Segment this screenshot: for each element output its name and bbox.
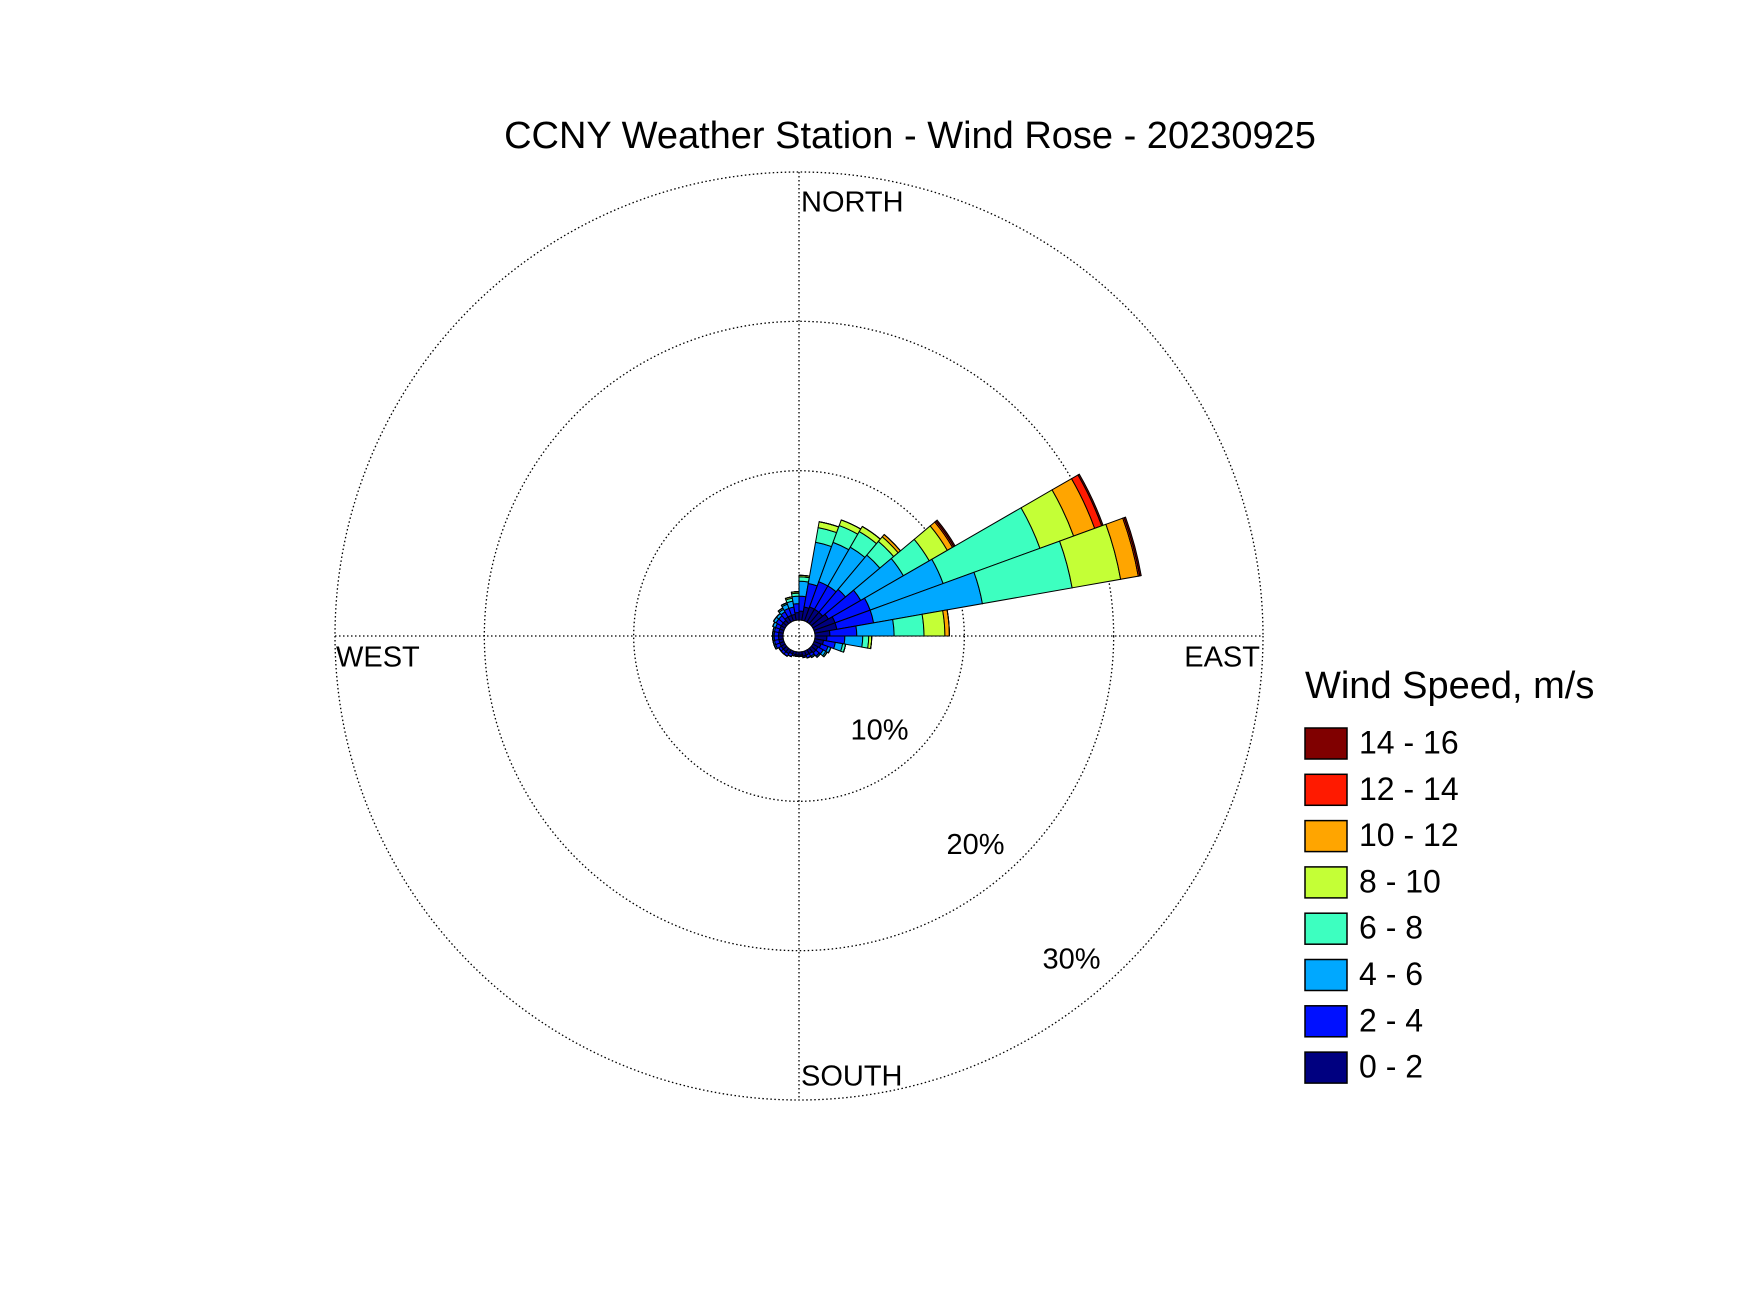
legend-item: 0 - 2	[1304, 1049, 1423, 1085]
legend-label: 6 - 8	[1359, 910, 1423, 946]
chart-title: CCNY Weather Station - Wind Rose - 20230…	[504, 115, 1316, 157]
wedge	[806, 655, 811, 659]
legend-item: 2 - 4	[1304, 1002, 1423, 1038]
legend-swatch	[1304, 958, 1348, 992]
direction-label: WEST	[336, 642, 420, 674]
legend-item: 4 - 6	[1304, 956, 1423, 992]
wedge	[843, 644, 847, 653]
ring-label: 20%	[947, 829, 1005, 861]
legend-swatch	[1304, 819, 1348, 853]
legend-label: 2 - 4	[1359, 1002, 1423, 1038]
direction-label: SOUTH	[801, 1061, 903, 1093]
legend-label: 8 - 10	[1359, 863, 1441, 899]
direction-label: EAST	[1184, 642, 1260, 674]
legend-label: 12 - 14	[1359, 771, 1459, 807]
legend-item: 14 - 16	[1304, 724, 1459, 760]
ring-label: 10%	[851, 715, 909, 747]
legend-swatch	[1304, 727, 1348, 760]
wedge	[802, 656, 807, 659]
legend-label: 10 - 12	[1359, 817, 1459, 853]
legend-swatch	[1304, 912, 1348, 945]
legend-swatch	[1304, 1051, 1348, 1084]
legend-label: 0 - 2	[1359, 1049, 1423, 1085]
wedge	[827, 647, 832, 654]
wedge	[792, 603, 800, 614]
legend-swatch	[1304, 866, 1348, 899]
wedge	[921, 610, 946, 637]
wedge	[946, 609, 950, 637]
legend-item: 10 - 12	[1304, 817, 1459, 853]
wedge	[1123, 516, 1142, 577]
legend-title: Wind Speed, m/s	[1305, 665, 1594, 707]
ring-label: 30%	[1043, 943, 1101, 975]
legend-swatch	[1304, 773, 1348, 807]
legend-item: 6 - 8	[1304, 910, 1423, 946]
legend-swatch	[1304, 1005, 1348, 1038]
wedge	[794, 612, 800, 621]
wedge	[791, 595, 800, 605]
wedge	[823, 651, 828, 658]
wedge	[791, 591, 800, 593]
direction-label: NORTH	[801, 187, 904, 219]
legend-label: 4 - 6	[1359, 956, 1423, 992]
legend-item: 8 - 10	[1304, 863, 1441, 899]
wedge	[816, 653, 821, 658]
legend-item: 12 - 14	[1304, 771, 1459, 807]
legend-label: 14 - 16	[1359, 724, 1459, 760]
wedge	[870, 635, 873, 649]
